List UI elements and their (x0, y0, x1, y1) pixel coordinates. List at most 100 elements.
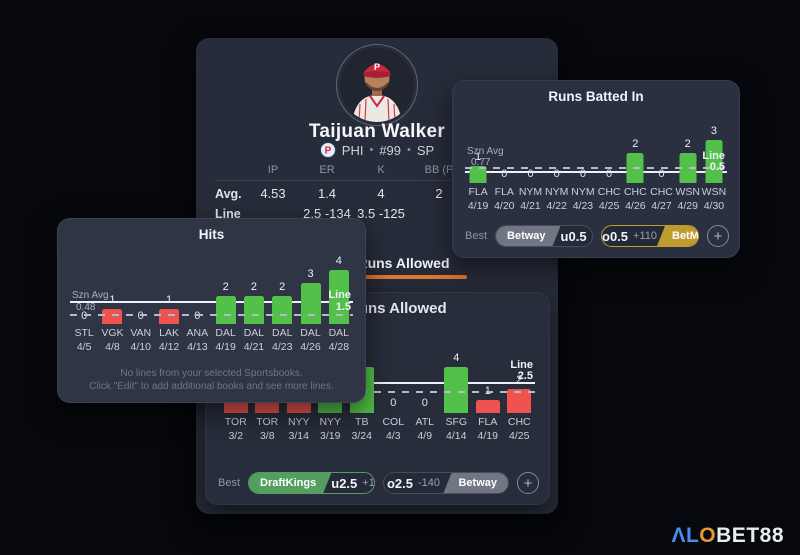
date-label: 4/10 (130, 341, 151, 353)
bar (272, 296, 293, 324)
szn-avg-value: 0.48 (76, 302, 96, 313)
bar (159, 309, 180, 324)
bar-value-label: 2 (279, 281, 286, 293)
odds-value: +105 (362, 477, 375, 489)
team-label: TOR (224, 416, 247, 428)
bar-column: 0 (70, 256, 98, 324)
zero-value-label: 0 (194, 310, 201, 322)
team-label: NYY (287, 416, 310, 428)
team-label: LAK (159, 327, 179, 339)
bar (705, 140, 723, 183)
bar-column: 1 (155, 256, 183, 324)
stats-col-er: ER (319, 164, 335, 176)
best-under-pill[interactable]: DraftKings u2.5 +105 (248, 472, 375, 494)
sportsbook-betway: Betway (496, 226, 561, 246)
season-avg-line (220, 391, 535, 394)
date-label: 4/13 (187, 341, 208, 353)
avg-er: 1.4 (317, 186, 337, 201)
player-name: Taijuan Walker (308, 121, 446, 142)
team-labels-row: FLA FLA NYM NYM NYM CHC CHC CHC WSN WSN (465, 186, 727, 198)
best-under-pill[interactable]: Betway u0.5 -144 (495, 225, 594, 247)
bar-column: 0 (127, 256, 155, 324)
zero-value-label: 0 (579, 168, 586, 180)
bar-value-label: 2 (632, 138, 639, 150)
date-label: 4/23 (272, 341, 293, 353)
chart-plot: Szn Avg 0.48 Line 1.5 0 1 0 1 0 2 2 2 3 4 (70, 256, 353, 324)
team-label: FLA (478, 416, 498, 428)
bar (328, 270, 349, 324)
card-title: Runs Allowed (348, 300, 447, 317)
team-labels-row: STL VGK VAN LAK ANA DAL DAL DAL DAL DAL (70, 327, 353, 339)
bar-column: 0 (570, 125, 596, 183)
date-label: 4/29 (677, 200, 698, 212)
team-label: DAL (243, 327, 265, 339)
avg-bb: 2 (435, 186, 443, 201)
hits-chart: Szn Avg 0.48 Line 1.5 0 1 0 1 0 2 2 2 3 4 STL VGK VAN LAK… (70, 256, 353, 353)
line-value: 0.5 (709, 161, 725, 173)
bet-label: u0.5 (560, 228, 587, 244)
bar (223, 400, 248, 413)
date-label: 4/28 (328, 341, 350, 353)
jersey-number: #99 (379, 142, 402, 158)
betting-line (70, 300, 353, 303)
date-labels-row: 4/5 4/8 4/10 4/12 4/13 4/19 4/21 4/23 4/26 4/28 (70, 341, 353, 353)
bar-columns: 1 0 0 0 0 0 2 0 2 3 (465, 125, 727, 183)
stats-col-bb: BB (P (424, 164, 454, 176)
team-label: FLA (494, 186, 514, 198)
date-label: 4/19 (215, 341, 236, 353)
stats-header-row: IP ER K BB (P (215, 164, 544, 181)
date-label: 3/14 (288, 430, 309, 442)
bar-value-label: 3 (710, 125, 717, 137)
odds-value: +110 (633, 230, 657, 242)
line-label: Line (702, 150, 725, 162)
card-title: Hits (198, 227, 225, 242)
player-photo: P (340, 48, 414, 122)
date-label: 4/26 (625, 200, 646, 212)
stats-table: IP ER K BB (P Avg. 4.53 1.4 4 2 Line 2.5… (215, 164, 544, 221)
separator-dot: • (369, 144, 374, 156)
zero-value-label: 0 (501, 168, 508, 180)
team-label: DAL (215, 327, 236, 339)
odds-value: -144 (592, 230, 593, 242)
team-label: DAL (328, 327, 350, 339)
team-label: NYM (571, 186, 595, 198)
player-team-line: P PHI • #99 • SP (196, 142, 558, 158)
line-er: 2.5 -134 (303, 206, 351, 221)
best-over-pill[interactable]: o0.5 +110 BetMGM (601, 225, 700, 247)
bar (286, 400, 311, 413)
bar-column: 3 (296, 256, 324, 324)
add-line-button[interactable]: + (517, 472, 540, 494)
hits-card: Hits Szn Avg 0.48 Line 1.5 0 1 0 1 0 2 2 2 3 4 STL VGK V… (57, 218, 366, 403)
best-over-pill[interactable]: o2.5 -140 Betway (382, 472, 510, 494)
no-lines-message: No lines from your selected Sportsbooks.… (58, 367, 365, 393)
svg-text:P: P (374, 62, 380, 72)
date-labels-row: 4/19 4/20 4/21 4/22 4/23 4/25 4/26 4/27 4/29 4/30 (465, 200, 727, 212)
separator-dot: • (407, 144, 411, 156)
runs-batted-in-card: Runs Batted In Szn Avg 0.77 Line 0.5 1 0 0 0 0 0 2… (452, 80, 740, 258)
avg-k: 4 (377, 186, 385, 201)
team-label: WSN (675, 186, 700, 198)
bar-column: 4 (325, 256, 353, 324)
team-label: NYM (518, 186, 543, 198)
date-label: 4/25 (509, 430, 530, 442)
bar-column: 2 (675, 125, 701, 183)
team-label: TOR (256, 416, 279, 428)
date-label: 3/24 (351, 430, 372, 442)
bar-column: 0 (648, 125, 674, 183)
zero-value-label: 0 (606, 168, 613, 180)
team-label: ATL (415, 416, 434, 428)
bar-value-label: 1 (475, 151, 482, 163)
team-logo-phi: P (319, 142, 336, 158)
stats-line-row: Line 2.5 -134 3.5 -125 (215, 206, 544, 221)
add-line-button[interactable]: + (707, 225, 730, 247)
team-label: FLA (468, 186, 488, 198)
line-label: Line (328, 289, 351, 301)
bar-column: 4 (441, 351, 473, 413)
sportsbook-betmgm: BetMGM (657, 226, 699, 246)
team-label: COL (382, 416, 405, 428)
team-label: CHC (650, 186, 673, 198)
bar-column: 0 (409, 351, 441, 413)
bar-column: 1 (465, 125, 491, 183)
tab-runs-allowed[interactable]: Runs Allowed (340, 255, 467, 279)
